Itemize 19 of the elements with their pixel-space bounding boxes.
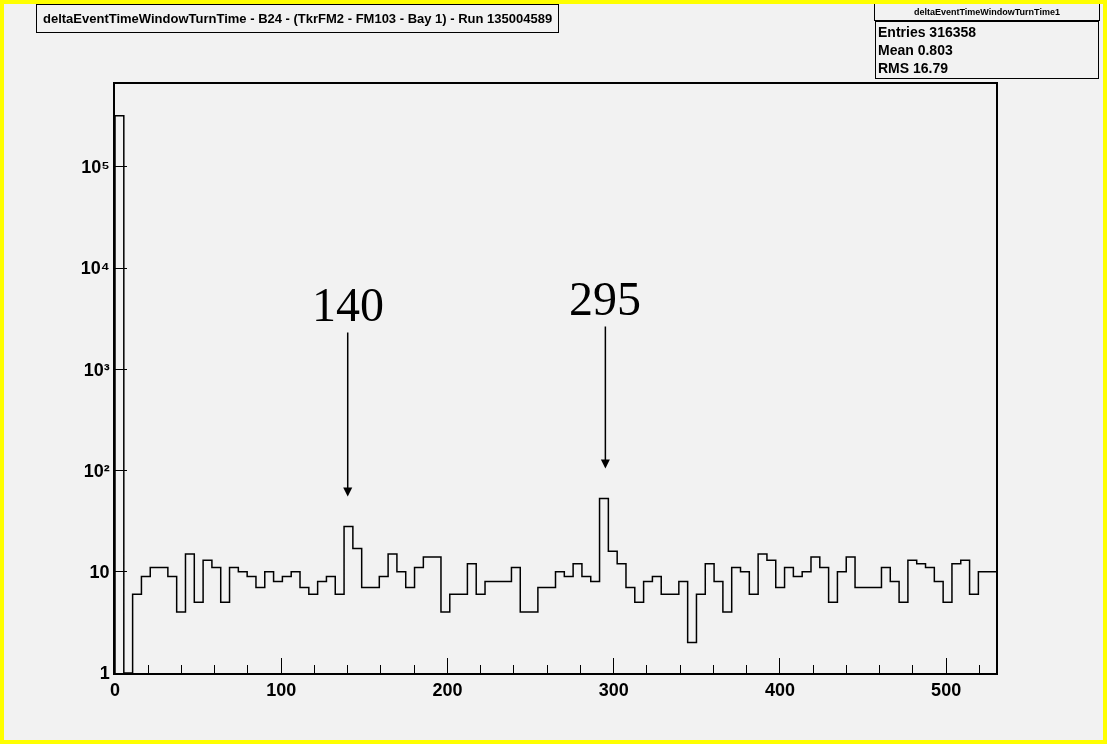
- text: RMS 16.79: [878, 60, 949, 77]
- y-tick-label: 10²: [83, 460, 110, 481]
- x-tick-label: 400: [764, 680, 795, 701]
- x-tick-label: 500: [931, 680, 962, 701]
- y-tick-label: 10: [89, 562, 110, 583]
- annotation: 295: [569, 272, 641, 325]
- y-tick-label: 10³: [83, 359, 110, 380]
- y-tick-label: 10⁵: [81, 157, 110, 178]
- text: Entries 316358: [878, 24, 977, 40]
- y-tick-label: 10⁴: [80, 258, 110, 279]
- x-tick-label: 200: [432, 680, 463, 701]
- x-tick-label: 100: [266, 680, 297, 701]
- x-tick-label: 300: [598, 680, 629, 701]
- annotation: 140: [312, 278, 384, 331]
- text: deltaEventTimeWindowTurnTime1: [914, 7, 1060, 17]
- text: Mean 0.803: [878, 42, 953, 59]
- x-tick-label: 0: [109, 680, 121, 701]
- chart-title: deltaEventTimeWindowTurnTime - B24 - (TkrFM2 - FM103 - Bay 1) - Run 135004589: [43, 11, 553, 26]
- y-tick-label: 1: [99, 663, 110, 684]
